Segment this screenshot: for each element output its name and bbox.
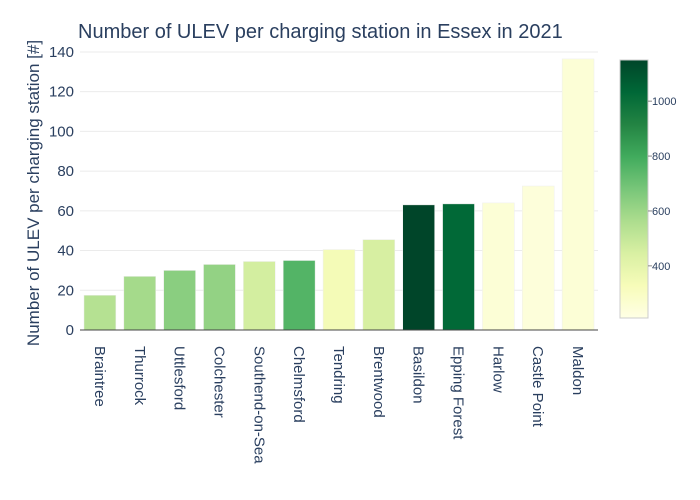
x-tick-label: Southend-on-Sea [250,346,267,464]
colorbar-tick-label: 600 [652,206,670,218]
bar-harlow [482,202,515,331]
colorbar-ticks: 400 600 800 1000 [648,96,676,273]
bar-southend-on-sea [243,261,276,331]
bar-maldon [561,58,595,331]
x-tick-label: Braintree [91,346,108,407]
y-tick-label: 80 [57,163,74,180]
bar-brentwood [362,239,396,331]
x-tick-label: Tendring [330,346,347,404]
x-tick-label: Maldon [569,346,586,395]
bar-basildon [402,204,435,331]
x-tick-label: Castle Point [529,346,546,428]
chart-title: Number of ULEV per charging station in E… [78,21,563,43]
y-tick-label: 20 [57,282,74,299]
gridlines [80,51,598,291]
y-tick-label: 100 [49,123,74,140]
y-axis-title: Number of ULEV per charging station [#] [24,40,43,346]
x-tick-label: Chelmsford [290,346,307,423]
bar-colchester [203,264,236,331]
colorbar-tick-label: 400 [652,261,670,273]
x-tick-label: Epping Forest [450,346,467,440]
colorbar: 400 600 800 1000 [619,59,676,319]
x-tick-label: Thurrock [131,346,148,406]
y-tick-label: 60 [57,203,74,220]
bar-tendring [322,249,356,331]
x-tick-label: Colchester [210,346,227,418]
y-axis-ticks: 0 20 40 60 80 100 120 140 [49,44,74,339]
colorbar-gradient [619,59,649,319]
bar-castle-point [522,185,555,331]
x-tick-label: Uttlesford [171,346,188,410]
colorbar-tick-label: 800 [652,151,670,163]
y-tick-label: 120 [49,84,74,101]
colorbar-tick-label: 1000 [652,96,676,108]
bar-thurrock [123,276,156,331]
x-tick-label: Harlow [489,346,506,393]
x-axis-ticks: Braintree Thurrock Uttlesford Colchester Sou… [91,346,586,464]
bars [83,58,595,331]
bar-uttlesford [163,270,196,331]
x-tick-label: Basildon [410,346,427,404]
bar-epping-forest [442,203,475,331]
y-tick-label: 140 [49,44,74,61]
x-tick-label: Brentwood [370,346,387,418]
y-tick-label: 0 [66,322,74,339]
bar-braintree [83,294,117,331]
bar-chelmsford [282,260,316,331]
y-tick-label: 40 [57,243,74,260]
